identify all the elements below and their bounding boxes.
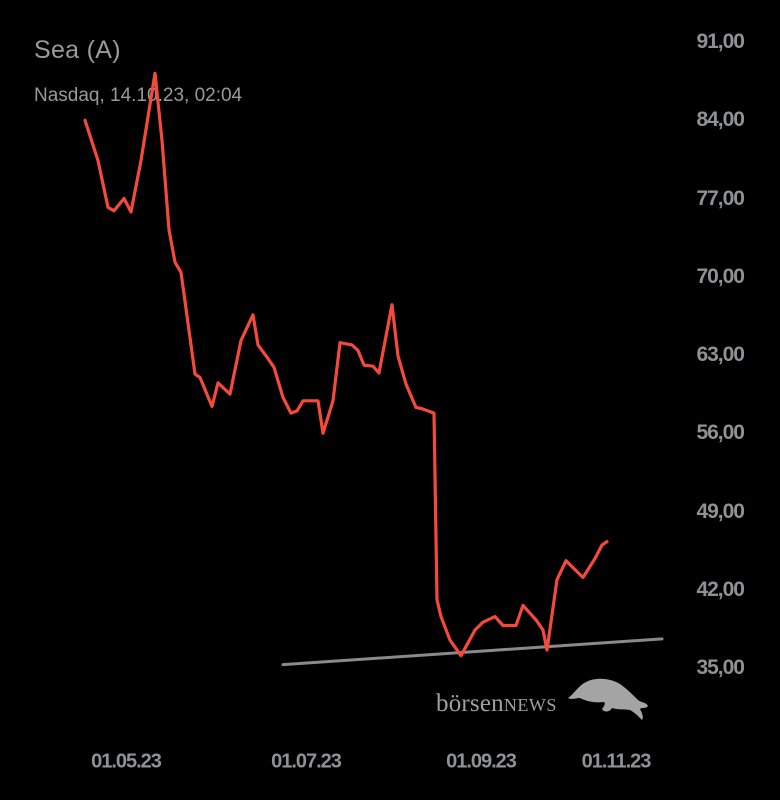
y-tick-label: 35,00 [696,656,745,679]
borsennews-logo: börsenNEWS [436,678,656,726]
price-line [83,71,609,658]
y-tick-label: 91,00 [696,30,745,53]
x-tick-label: 01.07.23 [271,750,342,773]
logo-text-caps: NEWS [503,695,557,715]
x-tick-label: 01.09.23 [446,750,517,773]
chart-subtitle: Nasdaq, 14.10.23, 02:04 [34,85,243,106]
y-tick-label: 49,00 [696,499,745,523]
y-tick-label: 42,00 [696,577,745,601]
y-tick-label: 77,00 [696,186,745,210]
chart-title: Sea (A) [34,36,121,64]
y-tick-label: 70,00 [696,264,745,288]
support-trendline [281,637,664,667]
bull-icon [568,678,648,720]
logo-wordmark: börsenNEWS [436,690,557,718]
y-tick-label: 56,00 [696,421,745,445]
x-tick-label: 01.11.23 [581,750,652,773]
y-tick-label: 84,00 [696,108,745,132]
logo-text-lower: börsen [436,690,504,717]
y-tick-label: 63,00 [696,343,745,366]
x-tick-label: 01.05.23 [91,750,162,773]
